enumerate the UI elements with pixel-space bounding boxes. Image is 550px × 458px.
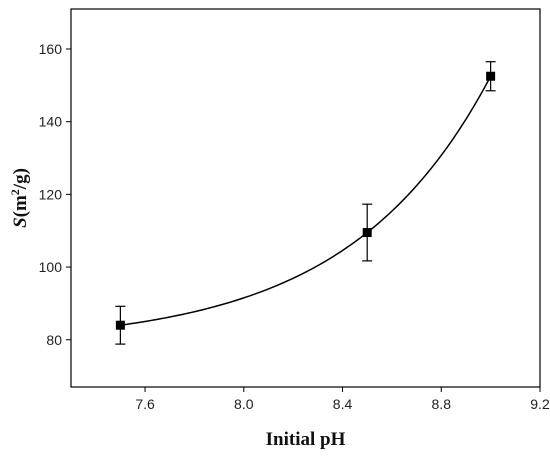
y-axis-title-close: /g) [10,168,31,190]
y-tick-label: 120 [39,186,63,202]
x-tick-label: 8.0 [234,396,254,412]
y-axis-title-open: (m [10,195,31,217]
y-axis-title: S(m2/g) [8,168,31,228]
plot-frame [70,8,541,388]
data-point-marker [115,320,125,330]
y-axis-title-symbol: S [10,217,31,228]
y-tick-label: 80 [46,332,62,348]
y-tick-label: 140 [39,114,63,130]
x-tick-label: 7.6 [135,396,155,412]
y-axis-title-sup: 2 [8,189,22,195]
y-tick-label: 160 [39,41,63,57]
x-tick-label: 8.4 [333,396,353,412]
data-point-marker [486,71,496,81]
x-tick-label: 8.8 [432,396,452,412]
fit-curve [120,75,492,326]
x-tick-label: 9.2 [530,396,550,412]
data-point-marker [362,228,372,238]
y-tick-label: 100 [39,259,63,275]
x-axis-title: Initial pH [266,429,346,450]
